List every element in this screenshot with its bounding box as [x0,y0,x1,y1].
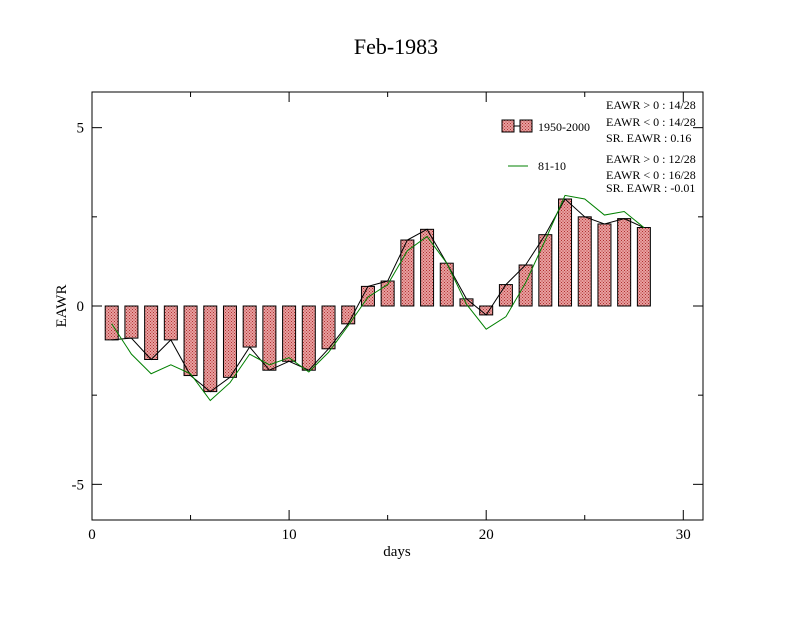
x-axis-title: days [383,544,411,560]
bar-day-3 [144,305,159,360]
ticks-layer: 0 10 20 30 -5 0 5 [72,92,703,543]
stat-81-10-negative: EAWR < 0 : 16/28 [606,168,696,182]
stat-1950-2000-sr: SR. EAWR : 0.16 [606,131,691,145]
y-tick-label: 5 [77,121,85,137]
bars-layer [104,198,651,393]
bar-day-22 [518,264,533,307]
x-tick-label: 30 [676,527,691,543]
stats-block: EAWR > 0 : 14/28 EAWR < 0 : 14/28 SR. EA… [606,98,696,195]
x-tick-label: 10 [282,527,297,543]
stat-81-10-positive: EAWR > 0 : 12/28 [606,152,696,166]
chart-title: Feb-1983 [354,34,438,59]
bar-day-6 [203,305,218,393]
bar-day-26 [597,223,612,307]
bar-day-18 [439,262,454,307]
bar-day-8 [242,305,257,348]
legend-label-81-10: 81-10 [538,159,566,173]
legend: 1950-2000 81-10 [501,119,590,173]
bar-day-27 [617,218,632,307]
bar-day-1 [104,305,119,341]
lines-layer [111,194,645,402]
bar-day-9 [262,305,277,371]
stat-1950-2000-negative: EAWR < 0 : 14/28 [606,115,696,129]
bar-day-28 [636,227,651,307]
bar-day-24 [558,198,573,307]
bar-day-17 [420,228,435,307]
bar-day-4 [163,305,178,341]
stat-81-10-sr: SR. EAWR : -0.01 [606,181,695,195]
bar-day-7 [222,305,237,378]
stat-1950-2000-positive: EAWR > 0 : 14/28 [606,98,696,112]
bar-day-23 [538,234,553,307]
legend-swatch-1950-2000 [501,119,515,133]
bar-day-11 [301,305,316,371]
bar-day-10 [282,305,297,362]
legend-swatch-1950-2000-b [519,119,533,133]
x-tick-label: 0 [88,527,96,543]
y-tick-label: -5 [72,477,85,493]
bar-day-25 [577,216,592,307]
bar-day-5 [183,305,198,377]
x-tick-label: 20 [479,527,494,543]
bar-day-2 [124,305,139,339]
y-tick-label: 0 [77,299,85,315]
series-line-81-10 [111,194,645,402]
y-axis-title: EAWR [54,285,70,328]
bar-day-21 [498,284,513,307]
legend-label-1950-2000: 1950-2000 [538,120,590,134]
